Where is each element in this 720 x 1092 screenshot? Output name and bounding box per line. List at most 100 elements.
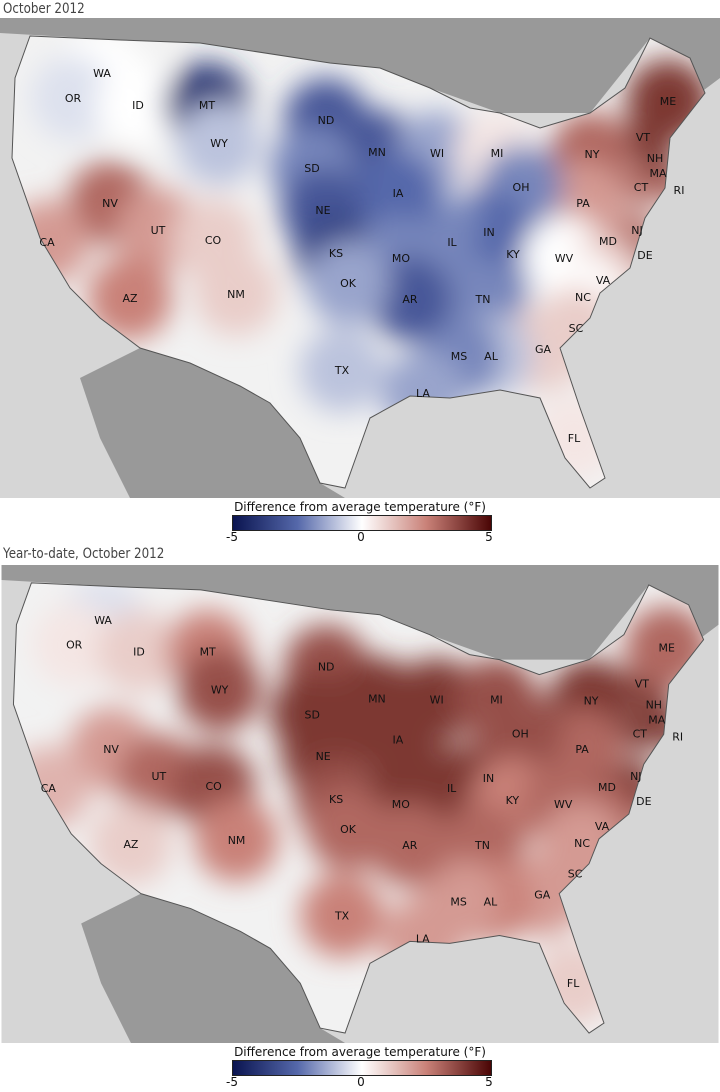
- state-label-ca: CA: [39, 236, 55, 249]
- state-label-va: VA: [595, 820, 610, 833]
- state-label-or: OR: [66, 639, 83, 652]
- state-label-ri: RI: [672, 730, 683, 743]
- legend-colorbar: [232, 515, 492, 531]
- legend-tick-max: 5: [485, 530, 493, 544]
- state-fill-ok: [306, 241, 390, 325]
- state-label-ny: NY: [584, 694, 599, 707]
- state-label-az: AZ: [122, 292, 138, 305]
- us-outline: [12, 582, 705, 1034]
- mexico-land: [80, 348, 345, 498]
- state-fill-wy: [177, 647, 262, 732]
- state-label-wi: WI: [430, 693, 444, 706]
- state-label-me: ME: [660, 95, 676, 108]
- state-fill-az: [88, 256, 172, 340]
- state-fill-ia: [356, 697, 440, 782]
- map-title-ytd: Year-to-date, October 2012: [3, 546, 165, 562]
- map-title-october: October 2012: [3, 1, 85, 17]
- state-label-nh: NH: [646, 698, 662, 711]
- state-fill-ct: [621, 715, 658, 752]
- state-label-il: IL: [447, 782, 457, 795]
- state-label-ks: KS: [329, 793, 343, 806]
- legend-tick-min: -5: [226, 1075, 238, 1089]
- state-label-pa: PA: [576, 197, 590, 210]
- state-fill-or: [31, 56, 115, 140]
- state-label-wa: WA: [94, 614, 112, 627]
- state-label-ar: AR: [402, 293, 418, 306]
- mexico-land: [81, 893, 346, 1043]
- state-label-ut: UT: [151, 770, 166, 783]
- state-label-nv: NV: [102, 197, 118, 210]
- state-label-mn: MN: [368, 146, 386, 159]
- state-label-fl: FL: [567, 977, 580, 990]
- state-fill-tx: [300, 328, 384, 412]
- state-label-az: AZ: [123, 838, 138, 851]
- legend-colorbar: [232, 1060, 492, 1076]
- state-label-nd: ND: [318, 661, 335, 674]
- state-label-vt: VT: [636, 131, 651, 144]
- state-label-ma: MA: [649, 167, 666, 180]
- state-label-wa: WA: [93, 67, 111, 80]
- legend-tick-mid: 0: [357, 530, 365, 544]
- state-label-me: ME: [659, 642, 675, 655]
- state-fill-ct: [623, 169, 659, 205]
- state-label-tn: TN: [475, 293, 491, 306]
- state-label-mi: MI: [490, 693, 503, 706]
- state-label-mi: MI: [491, 147, 504, 160]
- state-label-sd: SD: [304, 162, 319, 175]
- legend-label: Difference from average temperature (°F): [234, 500, 486, 514]
- state-fill-az: [89, 802, 173, 886]
- state-label-mt: MT: [199, 99, 215, 112]
- state-label-de: DE: [636, 795, 651, 808]
- state-fill-nm: [194, 252, 278, 336]
- state-label-ut: UT: [151, 224, 166, 237]
- state-label-wi: WI: [430, 147, 444, 160]
- state-label-nm: NM: [227, 288, 245, 301]
- state-label-in: IN: [483, 772, 494, 785]
- state-label-ct: CT: [633, 727, 648, 740]
- state-label-oh: OH: [513, 181, 530, 194]
- state-label-ar: AR: [402, 839, 417, 852]
- state-label-vt: VT: [635, 677, 649, 690]
- legend-tick-max: 5: [485, 1075, 493, 1089]
- state-label-id: ID: [132, 99, 144, 112]
- state-label-ms: MS: [450, 896, 466, 909]
- state-label-sc: SC: [569, 322, 584, 335]
- state-label-ky: KY: [506, 248, 520, 261]
- state-label-ne: NE: [315, 204, 330, 217]
- state-fill-ok: [306, 787, 390, 871]
- state-label-ga: GA: [535, 343, 552, 356]
- state-label-nc: NC: [574, 837, 590, 850]
- state-label-wy: WY: [211, 683, 229, 696]
- state-label-co: CO: [205, 234, 222, 247]
- state-label-ia: IA: [392, 733, 403, 746]
- state-label-nj: NJ: [630, 770, 641, 783]
- state-fill-or: [32, 602, 117, 687]
- state-fill-tx: [300, 873, 384, 958]
- state-label-ks: KS: [329, 247, 343, 260]
- state-fill-wy: [177, 101, 261, 185]
- state-label-ca: CA: [41, 782, 57, 795]
- legend-tick-mid: 0: [357, 1075, 365, 1089]
- legend-october: Difference from average temperature (°F)…: [0, 500, 720, 546]
- state-label-ia: IA: [393, 187, 404, 200]
- state-label-nd: ND: [318, 114, 335, 127]
- state-label-wv: WV: [555, 252, 574, 265]
- state-label-wv: WV: [554, 798, 573, 811]
- state-label-ky: KY: [506, 794, 520, 807]
- state-label-co: CO: [205, 780, 221, 793]
- state-label-id: ID: [133, 646, 145, 659]
- state-label-ga: GA: [534, 889, 550, 902]
- state-label-mo: MO: [392, 252, 410, 265]
- state-label-oh: OH: [512, 727, 529, 740]
- state-fill-id: [96, 63, 180, 147]
- state-label-mn: MN: [368, 692, 386, 705]
- state-label-sc: SC: [568, 868, 583, 881]
- state-label-fl: FL: [568, 432, 581, 445]
- state-fill-nm: [194, 798, 279, 882]
- state-label-de: DE: [637, 249, 652, 262]
- state-label-va: VA: [596, 274, 611, 287]
- state-label-ok: OK: [340, 823, 357, 836]
- state-label-ct: CT: [634, 181, 649, 194]
